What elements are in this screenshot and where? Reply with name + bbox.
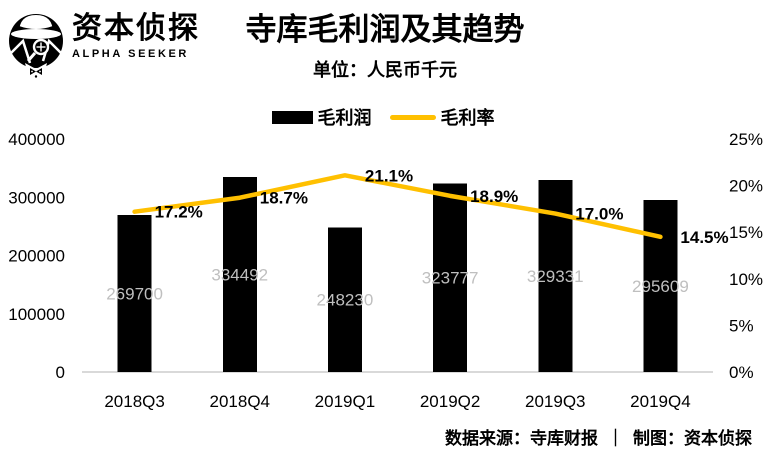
line-point-label: 17.0%: [575, 205, 623, 224]
bar-value-label: 248230: [317, 291, 374, 310]
left-axis-tick: 400000: [8, 130, 65, 149]
bar-swatch-icon: [271, 110, 313, 124]
bar-value-label: 269700: [106, 284, 163, 303]
right-axis-tick: 0%: [729, 363, 754, 382]
legend-label-gross-margin: 毛利率: [440, 108, 495, 128]
right-axis-tick: 10%: [729, 270, 763, 289]
line-point-label: 21.1%: [365, 166, 413, 185]
right-axis-tick: 15%: [729, 223, 763, 242]
page-title: 寺库毛利润及其趋势: [245, 12, 525, 47]
line-swatch-icon: [389, 114, 436, 120]
brand-subname: ALPHA SEEKER: [72, 48, 189, 60]
bar-2018Q3: [117, 214, 152, 372]
x-axis-label: 2018Q4: [210, 392, 271, 411]
x-axis-label: 2019Q4: [630, 392, 691, 411]
gross-margin-line: [132, 173, 663, 240]
bar-value-label: 329331: [527, 267, 584, 286]
line-point-label: 17.2%: [155, 203, 203, 222]
line-point-label: 14.5%: [680, 228, 728, 247]
legend-item-gross-margin: 毛利率: [389, 104, 495, 130]
credit-brand: 资本侦探: [684, 429, 752, 448]
bar-2019Q4: [643, 199, 678, 372]
legend-label-gross-profit: 毛利润: [317, 108, 372, 128]
left-axis-tick: 0: [56, 363, 65, 382]
legend-item-gross-profit: 毛利润: [271, 104, 372, 130]
x-axis-label: 2019Q1: [315, 392, 376, 411]
x-axis-label: 2018Q3: [104, 392, 165, 411]
data-source-label: 数据来源：寺库财报: [445, 429, 598, 448]
bar-2019Q2: [433, 183, 468, 372]
right-axis-tick: 20%: [729, 177, 763, 196]
page-subtitle: 单位：人民币千元: [313, 60, 457, 81]
credit-label: 制图：资本侦探: [633, 429, 752, 448]
x-axis-label: 2019Q2: [420, 392, 481, 411]
right-axis-tick: 25%: [729, 130, 763, 149]
brand-logo: 资本侦探 ALPHA SEEKER: [8, 9, 200, 81]
chart-legend: 毛利润 毛利率: [0, 104, 766, 130]
bar-value-label: 323777: [422, 269, 479, 288]
title-block: 寺库毛利润及其趋势 单位：人民币千元: [185, 12, 585, 82]
right-axis-tick: 5%: [729, 316, 754, 335]
left-axis-tick: 300000: [8, 188, 65, 207]
brand-text: 资本侦探 ALPHA SEEKER: [72, 9, 200, 61]
bar-value-label: 295609: [632, 277, 689, 296]
detective-icon: [9, 14, 63, 79]
bar-value-label: 334492: [211, 266, 268, 285]
x-axis-label: 2019Q3: [525, 392, 586, 411]
left-axis-tick: 200000: [8, 247, 65, 266]
line-point-label: 18.7%: [260, 189, 308, 208]
footer-separator: ｜: [607, 429, 624, 448]
bar-2018Q4: [222, 177, 257, 372]
left-axis-tick: 100000: [8, 305, 65, 324]
bar-2019Q1: [327, 227, 362, 372]
chart-footer: 数据来源：寺库财报 ｜ 制图：资本侦探: [445, 424, 752, 449]
brand-name: 资本侦探: [72, 12, 200, 45]
line-point-label: 18.9%: [470, 187, 518, 206]
